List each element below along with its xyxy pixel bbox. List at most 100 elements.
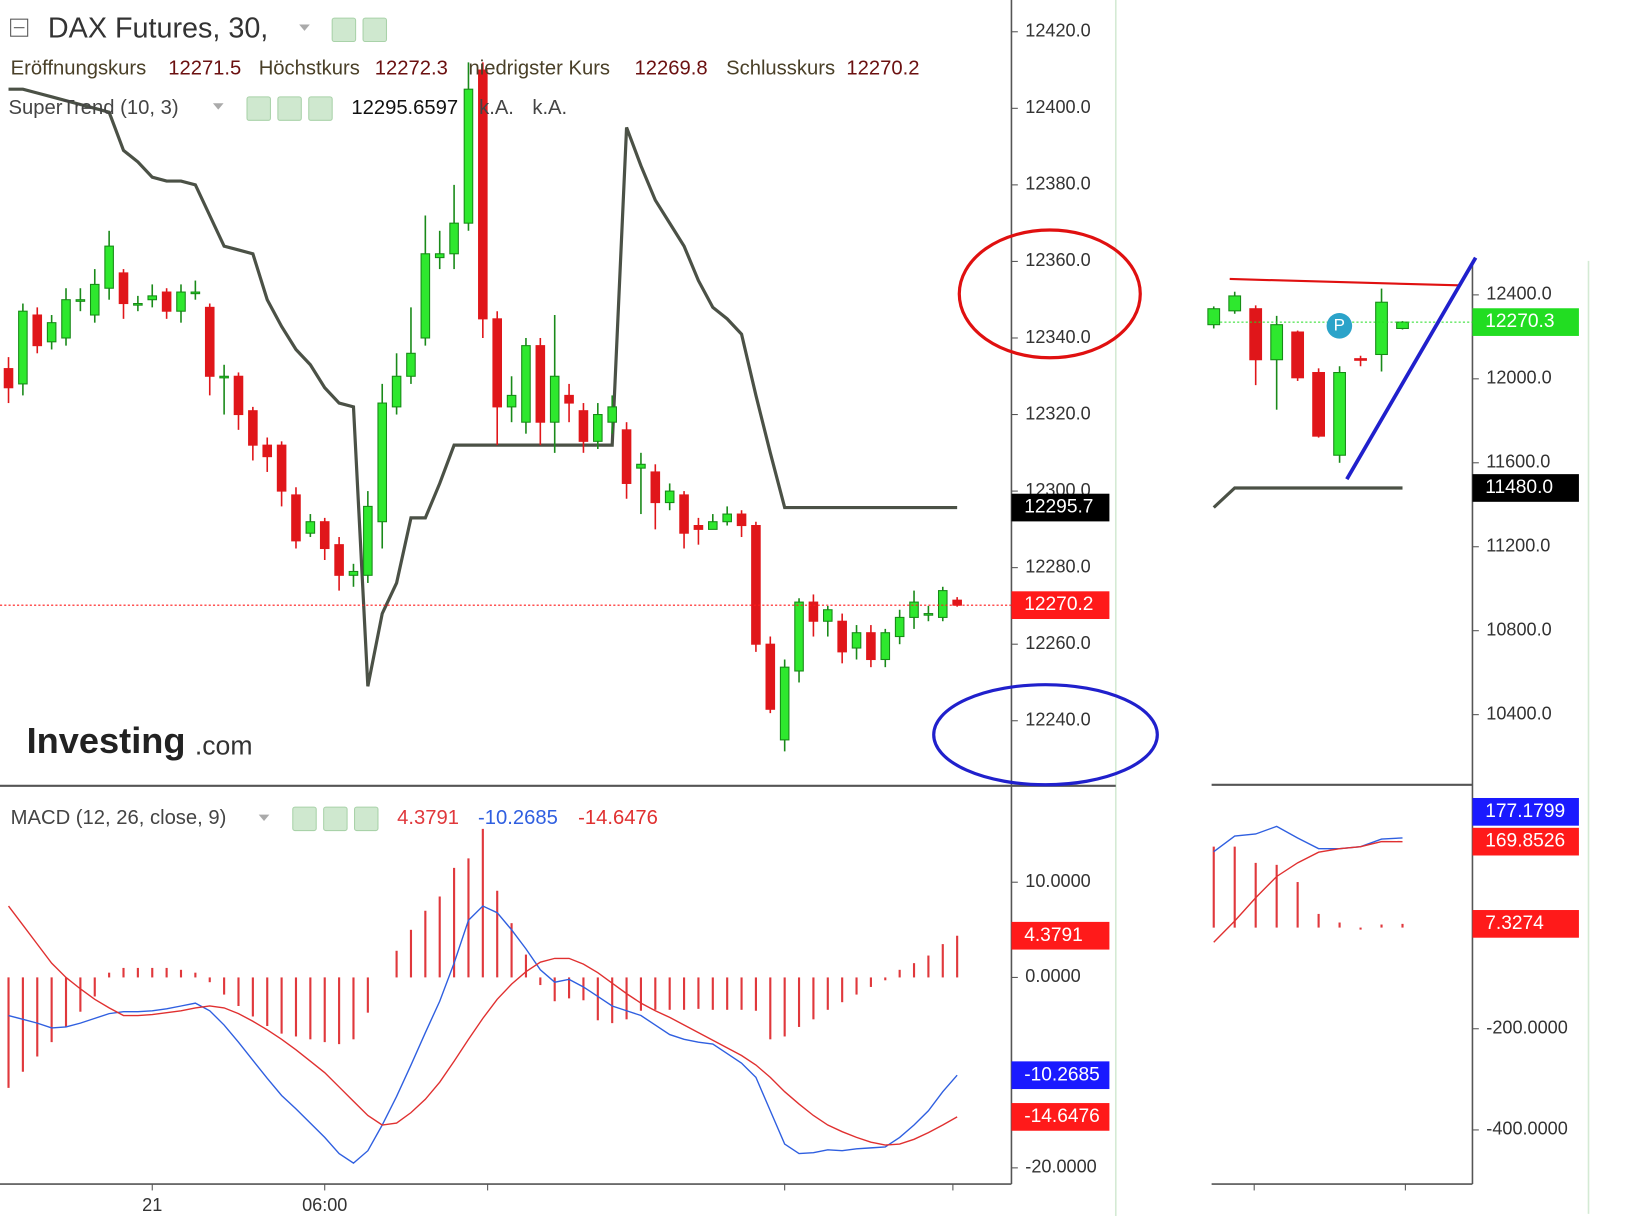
plot: 12420.0 12400.0 12380.0 12360.0 12340.0 12320… (0, 21, 1579, 1215)
candle-body (1270, 324, 1284, 361)
eye-icon[interactable] (246, 96, 271, 121)
candle-body (61, 299, 71, 339)
candle-body (1228, 295, 1242, 312)
macd-line (7, 905, 958, 1146)
y-tick-label: 12240.0 (1025, 710, 1090, 730)
y-tick-label: 10.0000 (1025, 871, 1090, 891)
candle-body (46, 322, 57, 343)
ohlc-value: 12271.5 (168, 58, 241, 80)
candle-body (219, 375, 229, 379)
candle-body (880, 632, 891, 661)
candle-body (262, 444, 273, 458)
candle-body (492, 318, 502, 408)
candle-body (794, 601, 804, 672)
candle-body (3, 368, 14, 389)
candle-body (276, 444, 287, 492)
ohlc-value: 12272.3 (375, 58, 448, 80)
y-tick-label: 11200.0 (1486, 536, 1550, 556)
candle-body (535, 345, 546, 423)
candle-body (391, 375, 402, 408)
candle-body (1312, 372, 1325, 437)
candle-body (664, 490, 675, 504)
dropdown-arrow[interactable] (299, 24, 310, 31)
candle-body (636, 463, 646, 469)
macd-name: MACD (12, 26, close, 9) (11, 807, 227, 829)
y-tick-label: 12260.0 (1025, 633, 1090, 653)
candle-body (434, 253, 445, 259)
y-tick-label: 12340.0 (1025, 327, 1090, 347)
supertrend-line (1212, 486, 1403, 509)
candle-body (1207, 308, 1221, 326)
eye-icon[interactable] (331, 17, 357, 43)
dropdown-arrow[interactable] (212, 103, 224, 110)
indicator-legend: SuperTrend (10, 3) 12295.6597 k.A. k.A. … (9, 97, 658, 829)
settings-icon[interactable] (362, 17, 388, 43)
candle-body (348, 570, 359, 576)
candle-body (1249, 308, 1263, 361)
candle-body (679, 494, 689, 534)
macd-legend-value: -14.6476 (578, 807, 658, 829)
candle-body (866, 632, 876, 661)
candle-body (708, 521, 718, 530)
settings-icon[interactable] (323, 806, 348, 832)
price-label-box (1011, 493, 1110, 522)
candle-body (1354, 358, 1367, 361)
settings-icon[interactable] (277, 96, 302, 121)
candle-body (837, 620, 847, 653)
price-label-box (1011, 1103, 1110, 1131)
y-tick-label: 12000.0 (1486, 368, 1551, 388)
macd-line (8, 905, 958, 1164)
indicator-status: k.A. (532, 97, 567, 119)
candle-body (291, 494, 301, 542)
close-icon[interactable] (308, 96, 333, 121)
candle-body (578, 410, 589, 442)
candle-body (808, 601, 819, 622)
candle-body (233, 375, 244, 416)
y-tick-label: 10400.0 (1486, 703, 1551, 723)
price-label-box (1472, 797, 1579, 826)
ohlc-legend: Eröffnungskurs 12271.5 Höchstkurs 12272.… (11, 58, 920, 80)
candle-body (823, 609, 833, 622)
candle-body (1396, 321, 1409, 329)
dropdown-arrow[interactable] (258, 814, 270, 821)
y-tick-label: 12420.0 (1025, 21, 1090, 41)
y-tick-label: 10800.0 (1486, 619, 1551, 639)
candle-body (176, 291, 186, 312)
y-tick-label: -20.0000 (1025, 1157, 1096, 1177)
candle-body (334, 544, 344, 576)
candle-body (1291, 331, 1305, 379)
candle-body (650, 471, 661, 504)
y-tick-label: -400.0000 (1486, 1119, 1567, 1139)
annotation-circle (932, 683, 1159, 787)
indicator-name: SuperTrend (10, 3) (9, 97, 179, 119)
candle-body (449, 222, 459, 255)
candle-body (1375, 301, 1388, 356)
x-tick-label: 21 (142, 1195, 162, 1215)
indicator-value: 12295.6597 (351, 97, 458, 119)
candle-body (894, 616, 905, 638)
price-label: 7.3274 (1485, 913, 1544, 934)
pivot-marker[interactable] (1326, 313, 1353, 339)
price-label: 177.1799 (1485, 801, 1565, 822)
candle-body (937, 590, 948, 618)
candle-body (248, 410, 258, 446)
candle-body (406, 352, 416, 377)
candle-body (607, 406, 617, 423)
macd-legend-value: 4.3791 (397, 807, 459, 829)
price-label-box (1472, 474, 1579, 502)
candle-body (104, 245, 114, 289)
candle-body (161, 291, 172, 312)
close-icon[interactable] (354, 806, 379, 832)
pivot-marker-label: P (1334, 315, 1345, 334)
eye-icon[interactable] (292, 806, 317, 832)
candle-body (32, 314, 43, 347)
candle-body (319, 521, 330, 550)
candle-body (736, 513, 747, 527)
y-tick-label: 12400.0 (1025, 97, 1090, 117)
collapse-button[interactable] (10, 18, 29, 37)
ohlc-value: 12269.8 (635, 58, 708, 80)
candle-body (478, 69, 488, 320)
